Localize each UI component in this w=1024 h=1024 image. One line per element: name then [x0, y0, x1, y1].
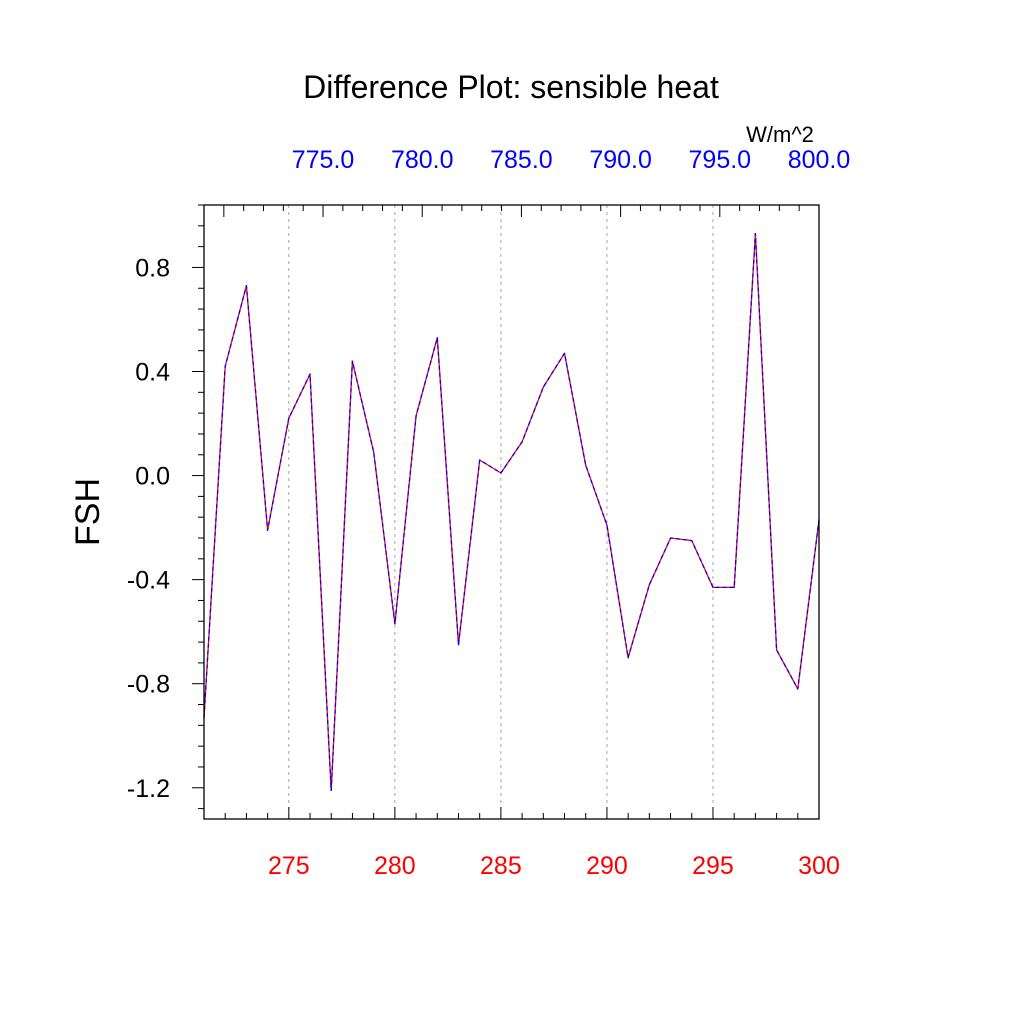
data-point-0-289 [585, 464, 587, 466]
data-point-0-283 [457, 644, 460, 646]
x-tick-label-285: 285 [480, 852, 522, 880]
top-x-tick-label-790: 790.0 [589, 146, 652, 174]
data-point-0-285 [500, 472, 502, 474]
data-point-0-298 [775, 649, 778, 651]
data-point-0-281 [415, 415, 417, 417]
data-point-0-274 [267, 529, 269, 531]
top-x-tick-label-800: 800.0 [788, 146, 851, 174]
data-point-0-273 [245, 285, 248, 287]
data-point-0-295 [712, 586, 714, 589]
x-tick-label-280: 280 [374, 852, 416, 880]
gridlines [288, 205, 714, 819]
data-point-0-275 [288, 417, 290, 419]
y-tick-label-4: -0.8 [127, 671, 170, 699]
data-point-0-287 [542, 386, 544, 388]
data-point-0-299 [797, 688, 799, 690]
data-point-0-297 [754, 233, 756, 235]
top-x-tick-label-785: 785.0 [490, 146, 553, 174]
y-tick-label-3: -0.4 [127, 567, 170, 595]
x-tick-label-295: 295 [692, 852, 734, 880]
data-point-0-292 [648, 584, 650, 586]
units-label: W/m^2 [746, 122, 814, 147]
tick-labels: 275 280 285 290 295 300 775.0 780.0 785.0 790.0 79… [127, 146, 850, 880]
data-point-0-293 [669, 537, 672, 539]
x-tick-label-275: 275 [268, 852, 310, 880]
y-axis-label: FSH [69, 478, 107, 546]
y-tick-label-5: -1.2 [127, 775, 170, 803]
x-tick-label-290: 290 [586, 852, 628, 880]
x-tick-label-300: 300 [798, 852, 840, 880]
data-point-0-284 [479, 459, 481, 461]
data-point-0-272 [224, 365, 226, 367]
chart-title: Difference Plot: sensible heat [303, 69, 719, 105]
y-tick-label-1: 0.4 [135, 359, 170, 387]
data-point-0-280 [394, 623, 396, 625]
tick-marks [192, 204, 820, 819]
top-x-tick-label-780: 780.0 [391, 146, 454, 174]
y-tick-label-2: 0.0 [135, 463, 170, 491]
series-group [203, 232, 820, 792]
data-point-0-290 [606, 524, 608, 526]
data-point-0-282 [436, 337, 438, 339]
data-point-0-276 [309, 373, 311, 375]
data-point-0-278 [351, 360, 354, 362]
y-tick-label-0: 0.8 [135, 254, 170, 282]
data-point-0-296 [733, 586, 735, 589]
data-point-0-277 [330, 789, 332, 791]
series-line-red-0 [203, 232, 820, 792]
top-x-tick-label-775: 775.0 [292, 146, 355, 174]
series-line-blue-0 [203, 232, 820, 792]
data-point-0-288 [563, 352, 566, 354]
data-point-0-279 [373, 451, 375, 453]
plot-frame [203, 204, 820, 820]
top-x-tick-label-795: 795.0 [689, 146, 752, 174]
data-point-0-291 [627, 657, 629, 659]
data-point-0-294 [691, 540, 693, 542]
data-point-0-286 [521, 441, 523, 443]
